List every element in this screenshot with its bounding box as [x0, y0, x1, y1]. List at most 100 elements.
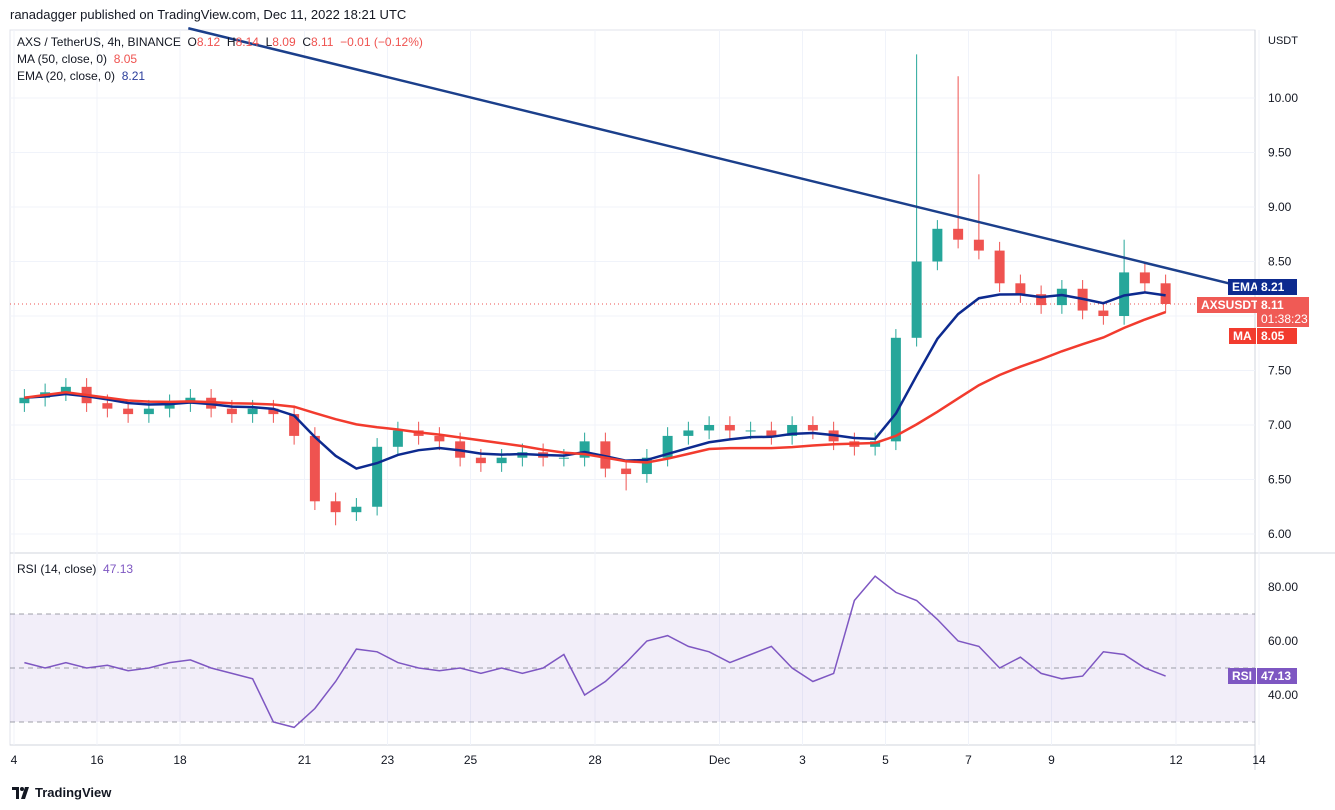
- candle-body: [1015, 283, 1026, 295]
- symbol-tag-label: AXSUSDT: [1197, 297, 1263, 313]
- ema-tag-label: EMA: [1228, 279, 1263, 295]
- time-tick: 7: [965, 753, 972, 767]
- currency-label: USDT: [1268, 35, 1298, 47]
- low-value: 8.09: [272, 35, 296, 49]
- time-tick: 9: [1048, 753, 1055, 767]
- candle-body: [558, 457, 569, 459]
- price-tick: 7.50: [1268, 364, 1292, 378]
- candle-body: [143, 408, 154, 415]
- legend-symbol: AXS / TetherUS, 4h, BINANCE: [17, 35, 181, 49]
- rsi-tag-label: RSI: [1228, 668, 1257, 684]
- candle-body: [1119, 272, 1130, 316]
- candle-body: [1098, 310, 1109, 316]
- time-tick: 23: [381, 753, 395, 767]
- candle-body: [434, 435, 445, 442]
- candle-body: [309, 435, 320, 502]
- candle-body: [1056, 288, 1067, 306]
- candle-body: [1036, 294, 1047, 306]
- time-tick: 16: [90, 753, 104, 767]
- price-tick: 8.50: [1268, 255, 1292, 269]
- candle-body: [683, 430, 694, 436]
- close-value: 8.11: [311, 35, 334, 49]
- time-tick: 5: [882, 753, 889, 767]
- o-label: O: [187, 35, 197, 49]
- candle-body: [268, 408, 279, 415]
- candle-body: [164, 403, 175, 409]
- candle-body: [102, 403, 113, 409]
- candle-body: [496, 457, 507, 464]
- ma-value: 8.05: [113, 52, 138, 66]
- candle-body: [807, 425, 818, 431]
- legend-symbol-row: AXS / TetherUS, 4h, BINANCE O8.12 H8.14 …: [17, 35, 423, 49]
- c-label: C: [302, 35, 311, 49]
- candle-body: [1139, 272, 1150, 284]
- rsi-value: 47.13: [103, 562, 134, 576]
- candle-body: [392, 430, 403, 447]
- time-tick: 14: [1252, 753, 1266, 767]
- ma-line: [24, 310, 1167, 464]
- candle-body: [351, 506, 362, 513]
- price-tick: 6.50: [1268, 473, 1292, 487]
- rsi-tick: 80.00: [1268, 580, 1298, 594]
- tradingview-logo-icon: [12, 786, 29, 799]
- candle-body: [973, 239, 984, 251]
- rsi-tick: 60.00: [1268, 634, 1298, 648]
- ma-tag-value: 8.05: [1257, 328, 1297, 344]
- candle-body: [724, 425, 735, 431]
- rsi-line: [24, 575, 1166, 729]
- publisher-line: ranadagger published on TradingView.com,…: [10, 7, 407, 22]
- rsi-tick: 40.00: [1268, 688, 1298, 702]
- price-tick: 6.00: [1268, 527, 1292, 541]
- rsi-tag-value: 47.13: [1257, 668, 1297, 684]
- candle-body: [932, 228, 943, 262]
- candle-body: [662, 435, 673, 458]
- price-tag: 8.11 01:38:23: [1257, 297, 1309, 327]
- time-tick: 18: [173, 753, 187, 767]
- price-tick: 10.00: [1268, 91, 1298, 105]
- candle-body: [579, 441, 590, 458]
- candle-body: [766, 430, 777, 436]
- ma-label: MA (50, close, 0): [17, 52, 108, 66]
- price-tick: 9.00: [1268, 200, 1292, 214]
- candle-body: [890, 337, 901, 442]
- time-tick: 25: [464, 753, 478, 767]
- time-tick: 28: [588, 753, 602, 767]
- descending-trendline: [188, 27, 1247, 289]
- candle-body: [247, 408, 258, 415]
- candle-body: [226, 408, 237, 415]
- candle-body: [994, 250, 1005, 284]
- h-label: H: [226, 35, 236, 49]
- tradingview-logo[interactable]: TradingView: [12, 785, 111, 800]
- time-tick: 21: [298, 753, 312, 767]
- candle-body: [621, 468, 632, 475]
- bar-countdown: 01:38:23: [1261, 312, 1308, 326]
- brand-name: TradingView: [35, 785, 112, 800]
- rsi-label: RSI (14, close): [17, 562, 97, 576]
- legend-ma[interactable]: MA (50, close, 0) 8.05: [17, 52, 137, 66]
- ema-tag-value: 8.21: [1257, 279, 1297, 295]
- candle-body: [1160, 283, 1171, 305]
- change-value: −0.01 (−0.12%): [340, 35, 423, 49]
- last-price: 8.11: [1261, 298, 1284, 312]
- legend-rsi[interactable]: RSI (14, close) 47.13: [17, 562, 133, 576]
- price-tick: 9.50: [1268, 146, 1292, 160]
- high-value: 8.14: [235, 35, 259, 49]
- ema-line: [24, 291, 1166, 470]
- ema-value: 8.21: [121, 69, 146, 83]
- price-tick: 7.00: [1268, 418, 1292, 432]
- ema-label: EMA (20, close, 0): [17, 69, 116, 83]
- time-tick: Dec: [709, 753, 730, 767]
- candle-body: [641, 457, 652, 475]
- candle-body: [745, 430, 756, 432]
- l-label: L: [265, 35, 273, 49]
- time-tick: 12: [1169, 753, 1183, 767]
- candle-body: [289, 414, 300, 436]
- legend-ema[interactable]: EMA (20, close, 0) 8.21: [17, 69, 145, 83]
- open-value: 8.12: [196, 35, 221, 49]
- candle-body: [704, 425, 715, 431]
- time-tick: 4: [11, 753, 18, 767]
- candle-body: [330, 501, 341, 513]
- time-tick: 3: [799, 753, 806, 767]
- candle-body: [60, 386, 71, 393]
